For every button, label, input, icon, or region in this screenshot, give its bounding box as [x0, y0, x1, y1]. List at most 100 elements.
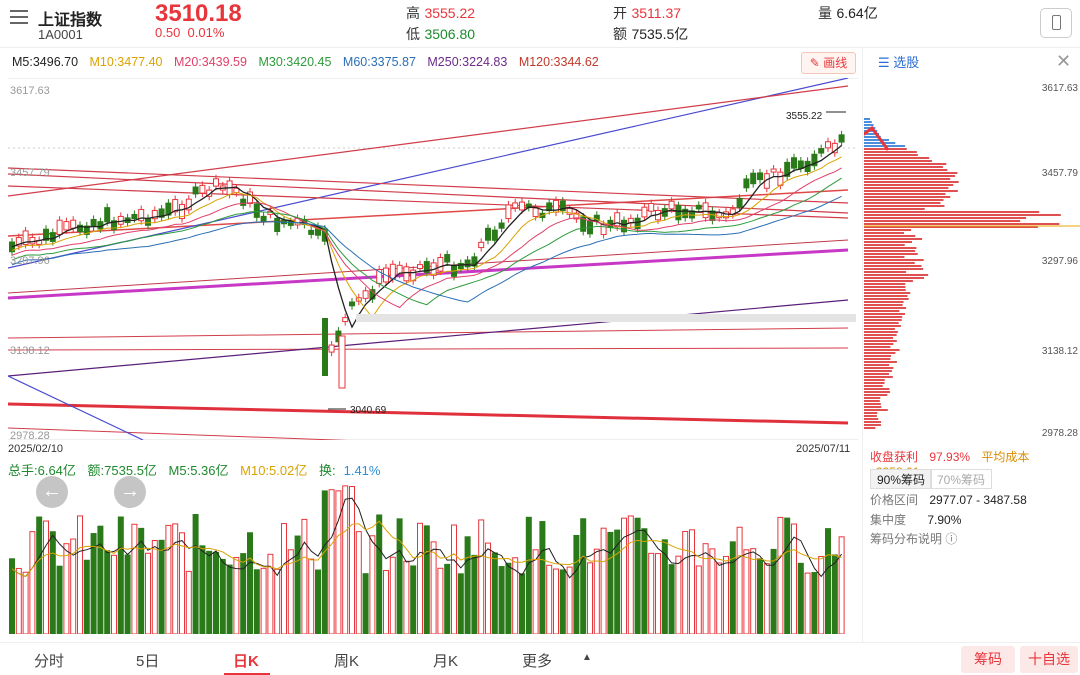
stock-picker-button[interactable]: ☰ 选股: [878, 55, 920, 70]
device-toggle-button[interactable]: [1040, 8, 1072, 38]
volume-bar: [451, 524, 457, 634]
chip-bar: [864, 250, 916, 252]
volume-bar: [723, 555, 729, 634]
tab-70-chips[interactable]: 70%筹码: [930, 469, 993, 489]
kline-chart[interactable]: 3617.63 3457.79 3297.96 3138.12 2978.28 …: [8, 78, 858, 440]
chip-bar: [864, 367, 894, 369]
volume-bar: [546, 564, 553, 634]
profit-label: 收盘获利: [870, 450, 919, 464]
volume-bar: [247, 532, 253, 634]
chip-bar: [864, 172, 958, 174]
chip-bar: [864, 277, 924, 279]
candle-body: [648, 202, 655, 212]
scroll-left-button[interactable]: ←: [36, 476, 68, 508]
tab-weekly-k[interactable]: 周K: [334, 653, 360, 670]
chip-bar: [864, 214, 1061, 216]
candle-body: [777, 171, 784, 186]
candle-body: [491, 229, 498, 241]
volume-bar: [838, 536, 845, 634]
volume-bar: [791, 523, 797, 634]
ytick-4: 3138.12: [10, 345, 50, 357]
chip-bar: [864, 196, 951, 198]
quote-header: 上证指数 1A0001 3510.18 0.50 0.01% 高 3555.22…: [0, 0, 1080, 48]
volume-bar: [559, 569, 566, 634]
tab-monthly-k[interactable]: 月K: [433, 653, 459, 670]
tab-5day[interactable]: 5日: [136, 653, 160, 670]
open-value: 3511.37: [631, 5, 682, 21]
chip-bar: [864, 313, 905, 315]
tab-90-chips[interactable]: 90%筹码: [870, 469, 933, 489]
chip-bar: [864, 220, 1021, 222]
candle-body: [736, 197, 743, 208]
candle-body: [573, 212, 580, 220]
volume-bar: [376, 514, 383, 634]
concentration-row: 集中度 7.90%: [870, 511, 961, 528]
chip-bar: [864, 289, 906, 291]
chip-bar: [864, 298, 909, 300]
volume-bar: [831, 554, 838, 634]
chip-button[interactable]: 筹码: [961, 646, 1015, 673]
draw-line-button[interactable]: ✎ 画线: [801, 52, 856, 74]
tab-more[interactable]: 更多: [522, 653, 553, 670]
volume-bar: [525, 516, 532, 634]
stock-code: 1A0001: [38, 27, 83, 42]
scroll-right-button[interactable]: →: [114, 476, 146, 508]
chip-bar: [864, 229, 912, 231]
add-watchlist-button[interactable]: 十自选: [1020, 646, 1078, 673]
chip-bar: [864, 199, 944, 201]
volume-bar: [226, 564, 233, 634]
volume-bar: [811, 572, 818, 634]
chip-bar: [864, 223, 1060, 225]
tab-daily-k[interactable]: 日K: [233, 653, 259, 670]
candle-body: [83, 225, 90, 235]
candle-body: [322, 318, 328, 376]
tab-intraday[interactable]: 分时: [34, 653, 65, 670]
chip-bar: [864, 226, 1038, 228]
chip-bar: [864, 310, 900, 312]
candle-body: [63, 221, 70, 231]
volume-bar: [145, 552, 151, 634]
candle-body: [328, 344, 335, 353]
high-stat: 高 3555.22: [406, 3, 475, 23]
chip-bar: [864, 235, 916, 237]
volume-bar: [695, 565, 702, 634]
volume-bar: [553, 568, 559, 634]
volume-bar: [444, 563, 451, 634]
volume-bar: [97, 525, 104, 634]
ytick-2: 3457.79: [10, 167, 50, 179]
candle-body: [111, 220, 117, 230]
candle-body: [566, 208, 573, 215]
chip-bar: [864, 244, 905, 246]
volume-bar: [192, 514, 199, 634]
candle-body: [457, 263, 464, 270]
close-icon[interactable]: ✕: [1056, 51, 1072, 71]
menu-icon[interactable]: [10, 10, 28, 24]
candle-body: [621, 219, 627, 233]
volume-ma-line-1: [11, 520, 842, 578]
chip-band: [356, 314, 856, 322]
more-arrow-icon[interactable]: ▲: [582, 652, 592, 663]
moving-averages: [11, 144, 843, 329]
total-hand: 总手:6.64亿: [8, 463, 76, 478]
volume-bar: [770, 548, 777, 634]
volume-bar: [797, 562, 804, 634]
chip-bar: [864, 292, 911, 294]
volume-bar: [423, 525, 430, 634]
high-value: 3555.22: [424, 5, 476, 21]
chip-bar: [864, 241, 912, 243]
volume-bar: [199, 545, 206, 634]
chip-help-link[interactable]: 筹码分布说明 ⓘ: [870, 530, 957, 547]
profit-row: 收盘获利 97.93% 平均成本 3358.01: [870, 448, 1080, 479]
candle-body: [206, 189, 213, 197]
candle-body: [784, 161, 791, 177]
chip-bar: [864, 304, 903, 306]
candle-body: [240, 198, 247, 206]
volume-bar: [274, 568, 281, 634]
volume-bar: [729, 541, 736, 634]
volume-bar: [804, 572, 811, 634]
chip-bar: [864, 169, 948, 171]
ma30-label: M30:3420.45: [258, 55, 332, 69]
candle-body: [505, 204, 512, 220]
volume-bar: [702, 543, 709, 634]
chip-bar: [864, 328, 895, 330]
